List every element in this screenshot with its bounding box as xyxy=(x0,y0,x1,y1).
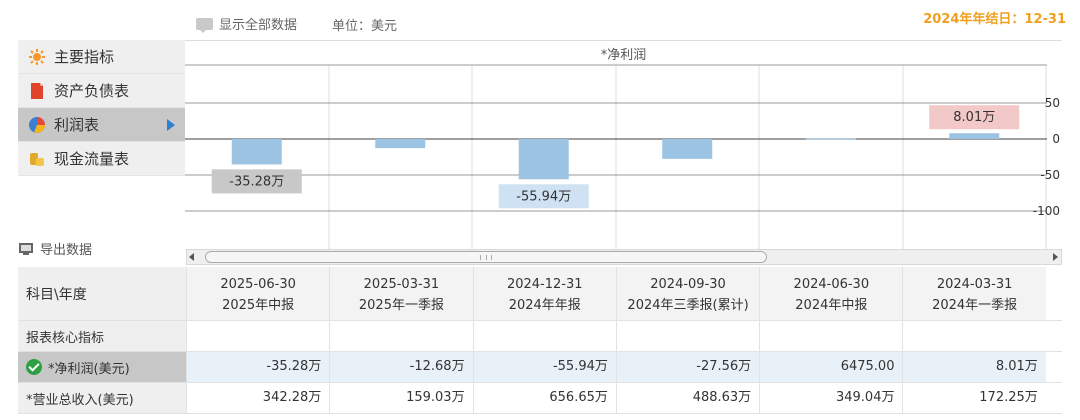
column-header[interactable]: 2024-09-30 2024年三季报(累计) xyxy=(615,267,760,320)
data-label-bg xyxy=(211,169,302,194)
table-header-row: 科目\年度 2025-06-30 2025年中报 2025-03-31 2025年一… xyxy=(18,267,1062,321)
table-cell: 6475.00 xyxy=(759,352,903,382)
show-all-toggle[interactable]: 显示全部数据 xyxy=(196,14,297,33)
table-cell xyxy=(186,321,330,351)
table-cell: 488.63万 xyxy=(615,383,759,413)
table-row[interactable]: *营业总收入(美元) 342.28万 159.03万 656.65万 488.6… xyxy=(18,383,1062,414)
net-profit-chart: *净利润 50 0 -50 -100 -35.28万 -55.94万 8.01万 xyxy=(185,40,1062,266)
table-cell: 656.65万 xyxy=(472,383,616,413)
section-row: 报表核心指标 xyxy=(18,321,1062,352)
show-all-label: 显示全部数据 xyxy=(219,18,298,33)
column-report: 2025年中报 xyxy=(222,298,295,313)
export-data-button[interactable]: 导出数据 xyxy=(18,239,92,258)
data-label: 8.01万 xyxy=(953,110,995,125)
scrollbar-thumb[interactable] xyxy=(205,251,767,263)
data-label-bg xyxy=(498,184,589,209)
column-header[interactable]: 2024-06-30 2024年中报 xyxy=(759,267,903,320)
year-end-label: 2024年年结日：12-31 xyxy=(923,12,1066,27)
top-bar: 显示全部数据 单位：美元 2024年年结日：12-31 xyxy=(0,0,1080,40)
column-report: 2025年一季报 xyxy=(358,298,444,313)
table-cell: -12.68万 xyxy=(329,352,473,382)
data-label: -35.28万 xyxy=(229,174,284,189)
data-label: -55.94万 xyxy=(516,189,571,204)
grip-icon xyxy=(480,255,492,260)
table-row[interactable]: *净利润(美元) -35.28万 -12.68万 -55.94万 -27.56万… xyxy=(18,352,1062,383)
export-icon xyxy=(19,242,33,255)
document-icon xyxy=(31,82,43,99)
column-header[interactable]: 2024-03-31 2024年一季报 xyxy=(902,267,1046,320)
sidebar-item-cash-flow[interactable]: 现金流量表 xyxy=(18,142,185,176)
scroll-right-arrow-icon[interactable] xyxy=(1053,253,1058,261)
sidebar-item-main-indicators[interactable]: 主要指标 xyxy=(18,40,185,74)
column-date: 2024-12-31 xyxy=(506,277,583,292)
chevron-right-icon xyxy=(167,119,175,131)
chart-bar xyxy=(518,139,569,180)
column-header[interactable]: 2024-12-31 2024年年报 xyxy=(472,267,616,320)
column-report: 2024年年报 xyxy=(508,298,581,313)
chart-bar xyxy=(231,139,282,165)
chart-bar xyxy=(662,139,713,159)
sidebar-item-label: 主要指标 xyxy=(54,48,115,66)
y-tick-label: -100 xyxy=(1033,204,1060,218)
sidebar-item-balance-sheet[interactable]: 资产负债表 xyxy=(18,74,185,108)
table-cell xyxy=(615,321,760,351)
column-date: 2024-06-30 xyxy=(793,277,870,292)
chart-plot: 50 0 -50 -100 -35.28万 -55.94万 8.01万 xyxy=(185,64,1060,251)
data-label-bg xyxy=(929,105,1020,130)
table-cell xyxy=(472,321,616,351)
financial-table: 科目\年度 2025-06-30 2025年中报 2025-03-31 2025年一… xyxy=(18,267,1062,414)
row-label-cell: *营业总收入(美元) xyxy=(18,383,186,413)
y-tick-label: 50 xyxy=(1045,96,1060,110)
unit-label: 单位：美元 xyxy=(332,19,398,34)
sidebar-item-label: 资产负债表 xyxy=(54,82,130,100)
table-cell: 349.04万 xyxy=(759,383,902,413)
column-report: 2024年一季报 xyxy=(932,298,1018,313)
chart-scrollbar[interactable] xyxy=(186,249,1062,265)
pie-chart-icon xyxy=(29,116,45,133)
sidebar-item-label: 现金流量表 xyxy=(54,150,130,168)
sidebar-item-income-statement[interactable]: 利润表 xyxy=(18,108,185,142)
table-cell: 159.03万 xyxy=(329,383,472,413)
comment-icon xyxy=(196,17,213,33)
column-report: 2024年中报 xyxy=(795,298,868,313)
table-cell: -55.94万 xyxy=(472,352,616,382)
row-label: *净利润(美元) xyxy=(48,361,130,377)
column-date: 2025-06-30 xyxy=(220,277,296,292)
y-tick-label: 0 xyxy=(1052,132,1060,146)
table-cell xyxy=(329,321,473,351)
chart-title: *净利润 xyxy=(600,48,647,63)
export-label: 导出数据 xyxy=(40,243,93,258)
row-label: *营业总收入(美元) xyxy=(26,392,134,408)
scroll-left-arrow-icon[interactable] xyxy=(189,253,194,261)
column-date: 2025-03-31 xyxy=(363,277,440,292)
sidebar: 主要指标 资产负债表 利润表 现金流量表 xyxy=(18,40,185,176)
column-report: 2024年三季报(累计) xyxy=(627,298,749,313)
column-header[interactable]: 2025-03-31 2025年一季报 xyxy=(329,267,473,320)
table-cell: 172.25万 xyxy=(902,383,1045,413)
table-cell: -35.28万 xyxy=(186,352,330,382)
sidebar-item-label: 利润表 xyxy=(54,116,100,134)
section-label: 报表核心指标 xyxy=(18,321,186,351)
table-cell: 342.28万 xyxy=(186,383,329,413)
check-circle-icon xyxy=(26,359,42,375)
table-cell: -27.56万 xyxy=(615,352,760,382)
column-date: 2024-09-30 xyxy=(650,277,726,292)
y-tick-label: -50 xyxy=(1040,168,1060,182)
column-date: 2024-03-31 xyxy=(936,277,1013,292)
chart-bar xyxy=(375,139,426,149)
row-label-cell: *净利润(美元) xyxy=(18,352,186,382)
table-cell: 8.01万 xyxy=(902,352,1046,382)
chart-bar xyxy=(949,133,1000,139)
sun-icon xyxy=(29,48,45,65)
table-cell xyxy=(759,321,903,351)
header-label: 科目\年度 xyxy=(18,267,186,320)
column-header[interactable]: 2025-06-30 2025年中报 xyxy=(186,267,330,320)
table-cell xyxy=(902,321,1046,351)
coins-icon xyxy=(30,152,44,166)
chart-bar xyxy=(805,138,856,140)
